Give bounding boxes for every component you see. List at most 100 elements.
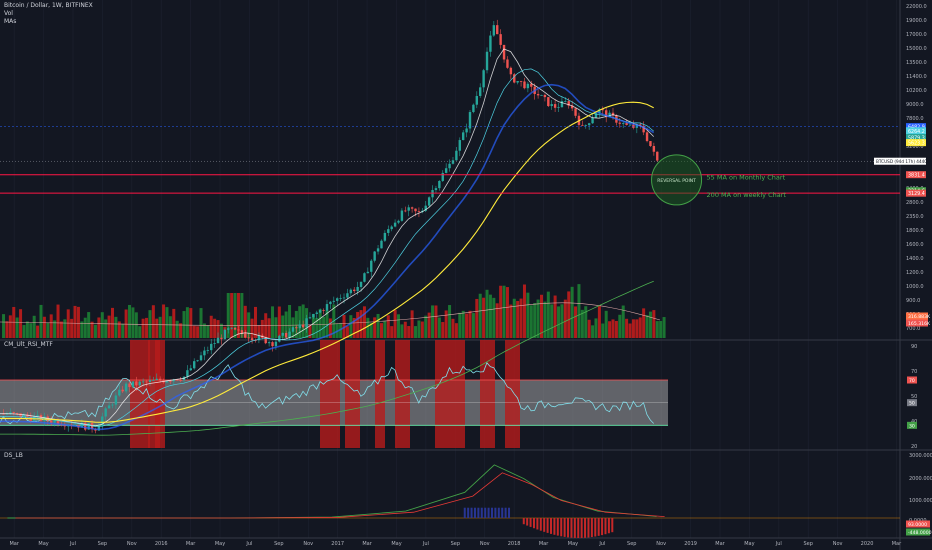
candle-body: [547, 97, 550, 107]
candle-body: [387, 229, 390, 233]
volume-bar: [151, 305, 155, 338]
volume-bar: [557, 306, 561, 338]
candle-body: [370, 260, 373, 272]
candle-body: [540, 94, 543, 96]
volume-bar: [403, 321, 407, 338]
price-tag-bg: [906, 171, 926, 179]
rsi-axis-label: 50: [911, 394, 917, 400]
volume-bar: [417, 320, 421, 338]
candle-body: [254, 340, 257, 341]
candle-body: [489, 35, 492, 52]
volume-bar: [322, 316, 326, 338]
volume-bar: [114, 316, 118, 338]
volume-bar: [90, 321, 94, 338]
time-axis-label: Nov: [833, 541, 843, 547]
volume-bar: [393, 310, 397, 338]
vol-label: Vol: [4, 10, 13, 17]
volume-bar: [131, 307, 135, 338]
candle-body: [608, 112, 611, 118]
candle-body: [441, 172, 444, 181]
volume-bar: [648, 311, 652, 338]
candle-body: [410, 207, 414, 209]
candle-body: [455, 150, 458, 161]
volume-bar: [345, 326, 349, 338]
volume-bar: [505, 287, 509, 338]
volume-bar: [396, 314, 400, 338]
volume-bar: [110, 307, 114, 338]
candle-body: [288, 331, 291, 338]
volume-bar: [448, 305, 452, 338]
time-axis-label: May: [215, 541, 225, 547]
volume-bar: [32, 315, 36, 338]
rsi-pane-label: CM_Ult_RSI_MTF: [4, 341, 53, 348]
candle-body: [356, 286, 359, 292]
candle-body: [604, 110, 608, 118]
candle-body: [233, 327, 237, 330]
candle-body: [363, 273, 366, 282]
volume-bar: [83, 317, 87, 338]
candle-body: [172, 379, 175, 382]
price-tag: 5879.3: [908, 136, 925, 142]
candle-body: [80, 422, 84, 428]
volume-bar: [53, 320, 57, 338]
candle-body: [189, 368, 193, 371]
volume-tag-bg: [906, 312, 928, 320]
volume-bar: [584, 306, 588, 338]
candle-body: [145, 381, 148, 383]
volume-bar: [219, 323, 223, 338]
volume-bar: [441, 322, 445, 338]
time-axis-label: Sep: [274, 541, 283, 547]
time-axis-label: Jul: [422, 541, 429, 547]
candle-body: [383, 232, 387, 241]
volume-bar: [155, 318, 159, 338]
volume-bar: [277, 306, 281, 338]
volume-bar: [407, 326, 411, 338]
volume-bar: [356, 311, 360, 338]
time-axis-label: Nov: [127, 541, 137, 547]
candle-body: [502, 44, 506, 60]
price-axis-label: 22000.0: [906, 4, 927, 10]
price-axis-label: 9000.0: [906, 102, 924, 108]
candle-body: [587, 123, 591, 126]
volume-bar: [539, 294, 543, 338]
candle-body: [220, 337, 223, 340]
volume-bar: [148, 310, 152, 338]
volume-bar: [594, 318, 598, 338]
ma-blue-line: [0, 83, 655, 431]
candle-body: [516, 81, 519, 83]
volume-bar: [553, 295, 557, 338]
candle-body: [496, 25, 499, 35]
volume-bar: [100, 312, 104, 338]
ds-histogram-bar: [494, 507, 497, 518]
candle-body: [359, 281, 363, 287]
candle-body: [560, 101, 564, 108]
volume-bar: [134, 312, 138, 338]
volume-bar: [431, 305, 435, 338]
ds-histogram-bar: [573, 518, 576, 538]
candle-body: [9, 412, 12, 414]
candle-body: [591, 117, 594, 124]
volume-bar: [386, 315, 390, 338]
candle-body: [390, 226, 393, 230]
candle-body: [158, 378, 162, 381]
volume-bar: [73, 305, 77, 338]
candle-body: [165, 381, 169, 383]
time-axis-label: Nov: [480, 541, 490, 547]
volume-bar: [230, 293, 234, 338]
volume-bar: [76, 306, 80, 338]
candle-body: [523, 81, 526, 89]
candle-body: [2, 413, 5, 415]
ma-yellow-line: [0, 101, 654, 423]
candle-body: [298, 324, 301, 329]
volume-pane: [0, 284, 666, 338]
candle-body: [141, 381, 145, 383]
candle-body: [444, 168, 448, 173]
volume-bar: [390, 326, 394, 338]
volume-bar: [625, 318, 629, 338]
volume-bar: [444, 310, 448, 338]
price-axis-label: 700.0: [906, 326, 920, 332]
candle-body: [594, 113, 598, 118]
volume-bar: [189, 308, 193, 338]
volume-bar: [328, 318, 332, 338]
